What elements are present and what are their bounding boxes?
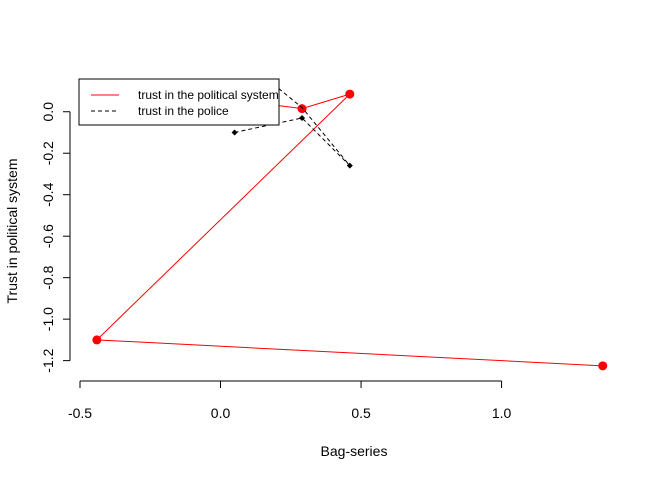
y-axis-title: Trust in political system: [4, 159, 20, 304]
series-layer: [92, 86, 608, 371]
data-point: [345, 89, 355, 99]
data-point: [299, 114, 306, 121]
x-axis-title: Bag-series: [321, 443, 388, 459]
axes-layer: -0.5 0.0 0.5 1.0 -1.2 -1.0 -0.8 -0.6 -0.4 -0.2 0.…: [40, 102, 512, 421]
x-tick-label: 1.0: [492, 405, 512, 421]
legend-box: [78, 78, 280, 126]
data-point: [346, 162, 353, 169]
y-tick-label: 0.0: [40, 102, 56, 122]
y-tick-label: -0.4: [40, 182, 56, 206]
data-point: [231, 129, 238, 136]
x-tick-label: -0.5: [68, 405, 92, 421]
legend: trust in the political system trust in t…: [78, 78, 280, 126]
series-line-0: [95, 93, 603, 367]
legend-label-police: trust in the police: [138, 104, 229, 118]
data-point: [92, 335, 102, 345]
y-tick-label: -0.8: [40, 265, 56, 289]
y-ticks: -1.2 -1.0 -0.8 -0.6 -0.4 -0.2 0.0: [40, 102, 70, 373]
data-point: [297, 104, 307, 114]
y-tick-label: -1.2: [40, 348, 56, 372]
y-tick-label: -0.6: [40, 224, 56, 248]
x-tick-label: 0.0: [211, 405, 231, 421]
x-tick-label: 0.5: [351, 405, 371, 421]
y-tick-label: -1.0: [40, 307, 56, 331]
y-tick-label: -0.2: [40, 141, 56, 165]
legend-label-political-system: trust in the political system: [138, 88, 279, 102]
x-ticks: -0.5 0.0 0.5 1.0: [68, 381, 512, 421]
data-point: [598, 361, 608, 371]
